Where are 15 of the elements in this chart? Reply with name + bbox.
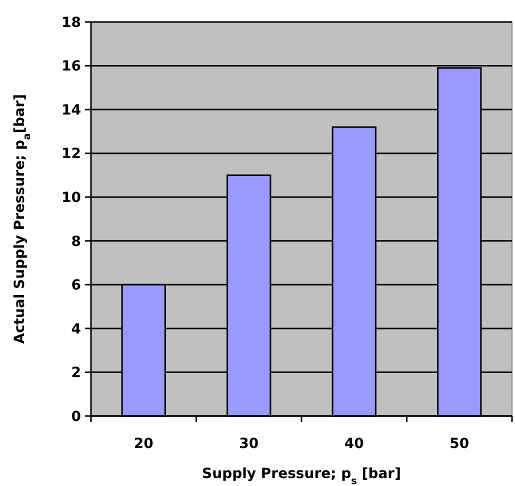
y-tick-label: 16 (62, 58, 81, 75)
x-tick-label: 20 (134, 436, 154, 452)
x-tick-label: 40 (344, 436, 364, 452)
y-tick-label: 0 (71, 408, 82, 425)
y-tick-label: 14 (62, 102, 82, 118)
x-axis-title: Supply Pressure; p$_{s}$ [bar] (202, 466, 401, 486)
y-tick-label: 12 (62, 146, 81, 162)
y-tick-label: 4 (71, 321, 82, 338)
x-tick-label: 50 (450, 436, 470, 452)
x-tick-label: 30 (239, 436, 259, 452)
y-tick-label: 18 (62, 14, 81, 31)
y-tick-label: 2 (71, 365, 81, 382)
y-tick-label: 8 (71, 234, 81, 250)
y-tick-label: 6 (71, 278, 81, 294)
y-tick-label: 10 (62, 190, 82, 206)
